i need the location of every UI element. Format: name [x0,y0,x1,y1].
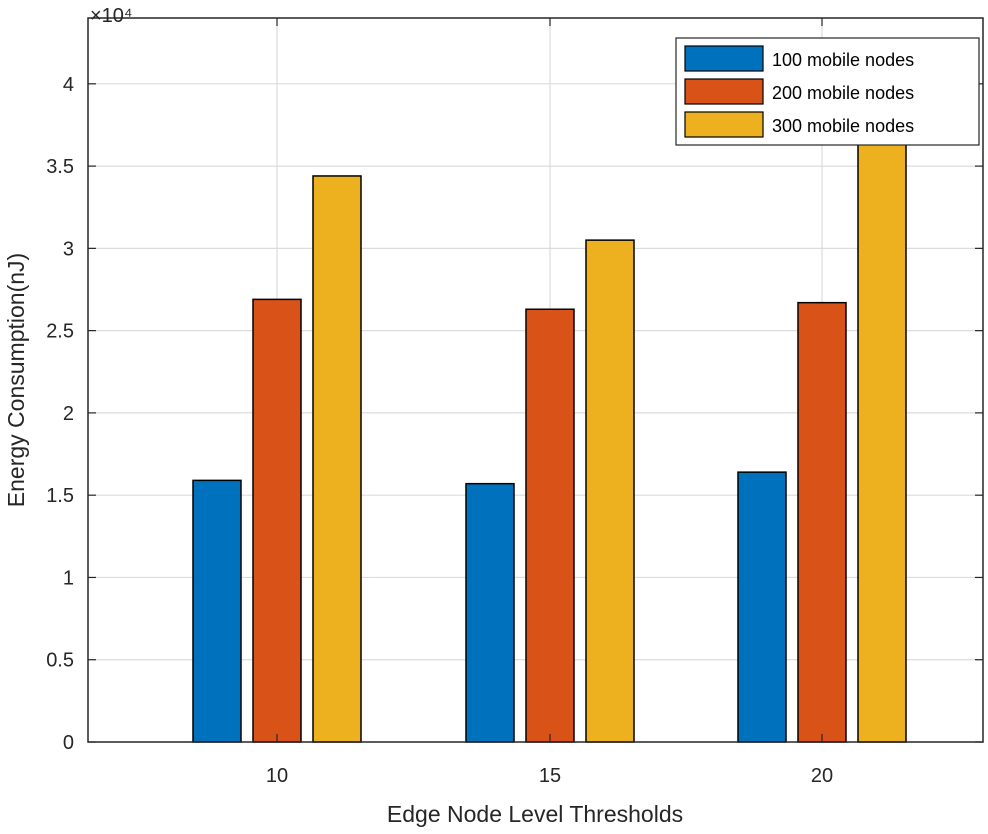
bars [192,135,907,743]
bar-200-mobile-nodes-15 [525,308,575,743]
y-axis-label: Energy Consumption(nJ) [3,253,29,507]
y-tick-label: 0.5 [46,650,74,672]
x-tick-label: 15 [539,765,561,787]
legend-entry-label: 200 mobile nodes [772,83,914,103]
bar-300-mobile-nodes-10 [312,175,362,743]
bar-100-mobile-nodes-15 [465,482,515,743]
bar-100-mobile-nodes-20 [737,471,787,743]
y-tick-label: 4 [63,74,74,96]
plot-area-frame [87,17,984,743]
bar-300-mobile-nodes-20 [857,135,907,743]
axis-ticks: 0 0.5 1 1.5 2 2.5 3 3.5 4 10 15 20 [46,18,983,787]
legend-swatch [684,78,764,105]
y-axis-exponent-label: ×10⁴ [90,5,133,27]
x-axis-label: Edge Node Level Thresholds [387,801,683,827]
legend-swatch [684,111,764,138]
legend-entry-label: 300 mobile nodes [772,116,914,136]
y-tick-label: 2 [63,403,74,425]
legend-swatch [684,45,764,72]
y-tick-label: 3 [63,238,74,260]
y-tick-label: 3.5 [46,156,74,178]
y-tick-label: 2.5 [46,321,74,343]
y-tick-label: 0 [63,732,74,754]
bar-300-mobile-nodes-15 [585,239,635,743]
legend-entry-label: 100 mobile nodes [772,50,914,70]
y-tick-label: 1 [63,567,74,589]
bar-200-mobile-nodes-10 [252,298,302,743]
legend: 100 mobile nodes 200 mobile nodes 300 mobi… [675,37,980,146]
bar-200-mobile-nodes-20 [797,301,847,743]
x-tick-label: 10 [266,765,288,787]
bar-100-mobile-nodes-10 [192,479,242,743]
x-tick-label: 20 [811,765,833,787]
y-tick-label: 1.5 [46,485,74,507]
